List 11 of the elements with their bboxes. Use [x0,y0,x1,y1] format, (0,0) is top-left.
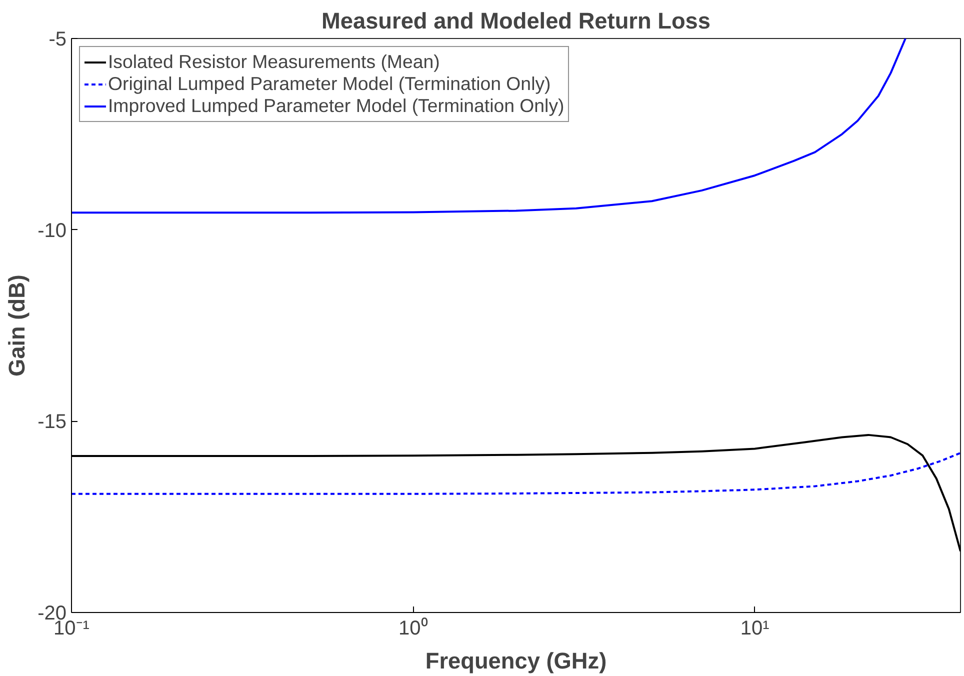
legend-label: Improved Lumped Parameter Model (Termination Only) [108,95,564,117]
x-tick-label: 10¹ [740,618,770,640]
legend-label: Isolated Resistor Measurements (Mean) [108,51,440,73]
y-tick-label: -5 [48,28,67,50]
x-axis-title: Frequency (GHz) [425,648,607,674]
y-tick-label: -10 [38,220,66,242]
legend-label: Original Lumped Parameter Model (Termination Only) [108,73,551,95]
y-axis-title: Gain (dB) [4,274,30,376]
chart-title: Measured and Modeled Return Loss [322,8,711,34]
x-tick-label: 10⁰ [398,616,428,640]
y-tick-label: -15 [38,411,66,434]
